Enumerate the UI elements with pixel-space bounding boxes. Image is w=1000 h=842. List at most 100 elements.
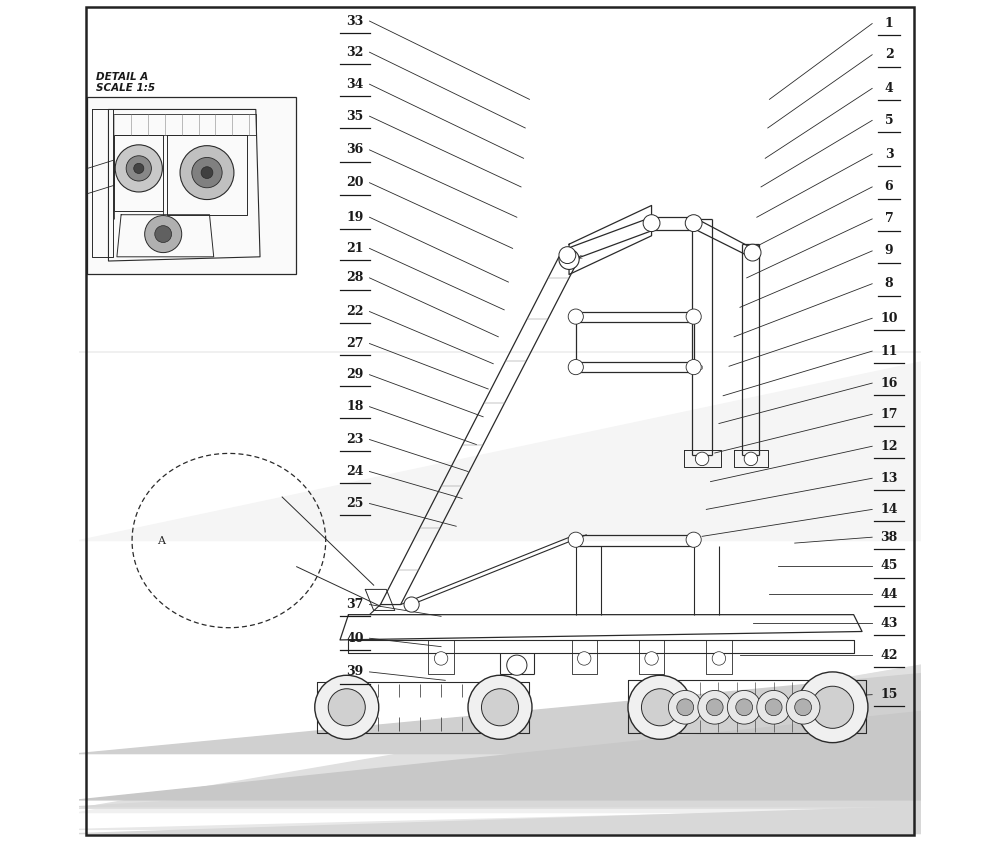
Text: 14: 14 <box>880 503 898 516</box>
Text: 20: 20 <box>346 176 364 189</box>
Text: 17: 17 <box>880 408 898 421</box>
Text: B: B <box>696 315 701 322</box>
Circle shape <box>468 675 532 739</box>
Circle shape <box>645 652 658 665</box>
Circle shape <box>736 699 753 716</box>
Circle shape <box>641 689 679 726</box>
Circle shape <box>201 167 213 179</box>
Text: A: A <box>158 536 166 546</box>
Circle shape <box>559 249 579 269</box>
Text: 2: 2 <box>885 48 893 61</box>
Text: 3: 3 <box>885 147 893 161</box>
Polygon shape <box>79 707 1000 804</box>
Text: 34: 34 <box>346 77 364 91</box>
Text: 4: 4 <box>885 82 893 95</box>
Polygon shape <box>79 665 1000 808</box>
Text: 39: 39 <box>347 665 364 679</box>
Circle shape <box>795 699 812 716</box>
Circle shape <box>695 452 709 466</box>
Text: 42: 42 <box>880 648 898 662</box>
Polygon shape <box>79 674 1000 754</box>
Circle shape <box>643 215 660 232</box>
Text: 32: 32 <box>346 45 364 59</box>
Circle shape <box>812 686 854 728</box>
Text: 6: 6 <box>885 180 893 194</box>
Text: 33: 33 <box>347 14 364 28</box>
Circle shape <box>481 689 519 726</box>
Text: 8: 8 <box>885 277 893 290</box>
Circle shape <box>134 163 144 173</box>
Text: 16: 16 <box>880 376 898 390</box>
Text: 27: 27 <box>346 337 364 350</box>
Text: 28: 28 <box>346 271 364 285</box>
Bar <box>87 97 296 274</box>
Circle shape <box>706 699 723 716</box>
Text: 11: 11 <box>880 344 898 358</box>
Circle shape <box>115 145 162 192</box>
Text: 23: 23 <box>346 433 364 446</box>
Circle shape <box>744 244 761 261</box>
Circle shape <box>328 689 365 726</box>
Circle shape <box>180 146 234 200</box>
Circle shape <box>404 597 419 612</box>
Circle shape <box>507 655 527 675</box>
Circle shape <box>568 532 583 547</box>
Circle shape <box>628 675 692 739</box>
Text: 24: 24 <box>346 465 364 478</box>
Text: DETAIL A
SCALE 1:5: DETAIL A SCALE 1:5 <box>96 72 155 93</box>
Text: 9: 9 <box>885 244 893 258</box>
Circle shape <box>577 652 591 665</box>
Polygon shape <box>79 661 1000 813</box>
Text: 43: 43 <box>880 616 898 630</box>
Circle shape <box>568 360 583 375</box>
Text: 38: 38 <box>880 530 898 544</box>
Text: 37: 37 <box>346 598 364 611</box>
Text: 25: 25 <box>346 497 364 510</box>
Text: 21: 21 <box>346 242 364 255</box>
Text: a: a <box>579 315 583 322</box>
Text: 22: 22 <box>346 305 364 318</box>
Circle shape <box>434 652 448 665</box>
Circle shape <box>126 156 151 181</box>
Circle shape <box>686 360 701 375</box>
Circle shape <box>568 309 583 324</box>
Circle shape <box>677 699 694 716</box>
Text: 10: 10 <box>880 312 898 325</box>
Circle shape <box>685 215 702 232</box>
Polygon shape <box>79 758 1000 807</box>
Text: 45: 45 <box>880 559 898 573</box>
Polygon shape <box>79 807 1000 834</box>
Circle shape <box>686 532 701 547</box>
Text: 15: 15 <box>880 688 898 701</box>
Circle shape <box>727 690 761 724</box>
Text: 29: 29 <box>346 368 364 381</box>
Circle shape <box>786 690 820 724</box>
Circle shape <box>797 672 868 743</box>
Text: b: b <box>579 365 583 371</box>
Text: c: c <box>579 253 583 260</box>
Circle shape <box>686 309 701 324</box>
Text: 5: 5 <box>885 114 893 127</box>
Text: 18: 18 <box>346 400 364 413</box>
Circle shape <box>698 690 732 724</box>
Text: 36: 36 <box>347 143 364 157</box>
Circle shape <box>155 226 172 242</box>
Text: 1: 1 <box>885 17 893 30</box>
Circle shape <box>315 675 379 739</box>
Text: 7: 7 <box>885 212 893 226</box>
Text: 44: 44 <box>880 588 898 601</box>
Circle shape <box>765 699 782 716</box>
Polygon shape <box>79 808 1000 829</box>
Polygon shape <box>79 269 1000 352</box>
Circle shape <box>757 690 790 724</box>
Circle shape <box>145 216 182 253</box>
Text: 19: 19 <box>346 210 364 224</box>
Text: 13: 13 <box>880 472 898 485</box>
Text: 40: 40 <box>346 632 364 645</box>
Circle shape <box>559 247 576 264</box>
Circle shape <box>192 157 222 188</box>
Circle shape <box>744 452 758 466</box>
Circle shape <box>668 690 702 724</box>
Text: D: D <box>697 365 702 371</box>
Text: 12: 12 <box>880 440 898 453</box>
